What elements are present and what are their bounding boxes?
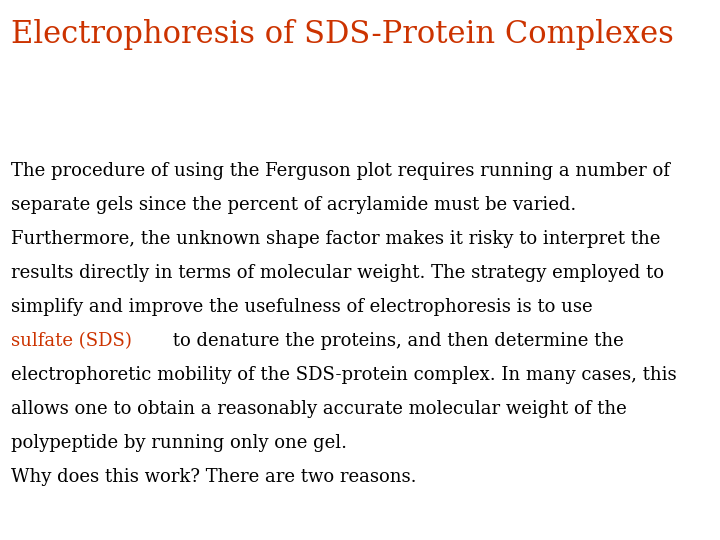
Text: The procedure of using the Ferguson plot requires running a number of: The procedure of using the Ferguson plot… xyxy=(11,162,670,180)
Text: sulfate (SDS): sulfate (SDS) xyxy=(11,332,132,350)
Text: simplify and improve the usefulness of electrophoresis is to use: simplify and improve the usefulness of e… xyxy=(11,298,598,316)
Text: polypeptide by running only one gel.: polypeptide by running only one gel. xyxy=(11,434,347,452)
Text: results directly in terms of molecular weight. The strategy employed to: results directly in terms of molecular w… xyxy=(11,264,664,282)
Text: to denature the proteins, and then determine the: to denature the proteins, and then deter… xyxy=(167,332,624,350)
Text: Furthermore, the unknown shape factor makes it risky to interpret the: Furthermore, the unknown shape factor ma… xyxy=(11,230,660,248)
Text: Why does this work? There are two reasons.: Why does this work? There are two reason… xyxy=(11,468,416,486)
Text: separate gels since the percent of acrylamide must be varied.: separate gels since the percent of acryl… xyxy=(11,196,576,214)
Text: allows one to obtain a reasonably accurate molecular weight of the: allows one to obtain a reasonably accura… xyxy=(11,400,626,418)
Text: Electrophoresis of SDS-Protein Complexes: Electrophoresis of SDS-Protein Complexes xyxy=(11,19,674,50)
Text: electrophoretic mobility of the SDS-protein complex. In many cases, this: electrophoretic mobility of the SDS-prot… xyxy=(11,366,676,384)
